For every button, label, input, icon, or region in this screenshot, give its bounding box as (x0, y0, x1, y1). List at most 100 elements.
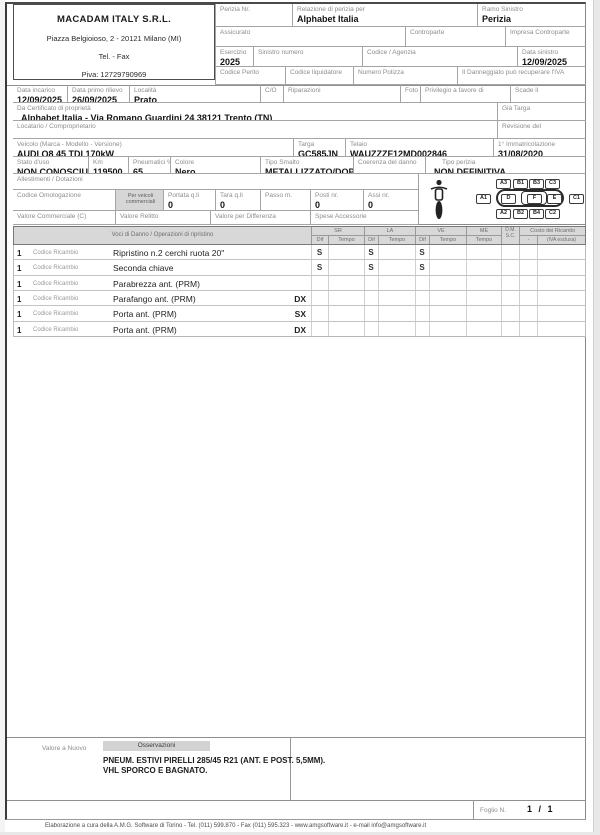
col-group-la: LA (364, 227, 415, 236)
field-targa: Targa GC585JN (293, 139, 345, 157)
scan-right-edge (593, 0, 600, 835)
table-row: 1 Codice Ricambio Parabrezza ant. (PRM) (14, 276, 585, 291)
field-km: Km 119500 (88, 157, 128, 174)
field-riparazioni: Riparazioni (283, 85, 400, 103)
scan-bottom-edge (0, 832, 600, 835)
bottom-section-top-line (7, 737, 586, 738)
field-label: Data sinistro (522, 49, 559, 56)
damage-zone-c1: C1 (569, 194, 584, 204)
field-value: GC585JN (298, 149, 339, 157)
field-label: Revisione del (502, 123, 542, 130)
field-numero-polizza: Numero Polizza (353, 67, 457, 85)
field-privilegio: Privilegio a favore di (420, 85, 510, 103)
table-row: 1 Codice Ricambio Porta ant. (PRM) SX (14, 306, 585, 322)
field-valore-relitto: Valore Relitto (115, 211, 210, 225)
subcol-costo-dash: - (519, 236, 537, 244)
subcol-me-tempo: Tempo (466, 236, 501, 244)
row-ve-mark: S (419, 248, 425, 257)
foglio-row-top-line (7, 800, 586, 801)
field-value: 0 (368, 200, 374, 211)
row-description: Porta ant. (PRM) (113, 309, 177, 320)
field-label: Foto (405, 87, 419, 94)
osservazioni-line: PNEUM. ESTIVI PIRELLI 285/45 R21 (ANT. E… (103, 756, 326, 765)
field-label: Portata q.li (168, 192, 200, 199)
field-label: Spese Accessorie (315, 213, 367, 220)
field-tipo-smalto: Tipo Smalto METALLIZZATO/DOPPIO (260, 157, 353, 174)
items-table-title: Voci di Danno / Operazioni di ripristino (111, 232, 214, 238)
field-value: 0 (220, 200, 226, 211)
zone-label: B2 (516, 210, 525, 217)
subcol-ve-dif: Dif (415, 236, 429, 244)
zone-label: F (532, 195, 537, 202)
col-group-sr: SR (311, 227, 364, 236)
field-value: 12/09/2025 (522, 57, 568, 67)
row-side: DX (294, 293, 306, 304)
field-localita: Località Prato (129, 85, 260, 103)
subcol-la-tempo: Tempo (378, 236, 415, 244)
field-label: Posti nr. (315, 192, 339, 199)
field-label: Assicurato (220, 29, 251, 36)
row-code-label: Codice Ricambio (33, 265, 79, 272)
field-esercizio: Esercizio 2025 (215, 47, 253, 67)
field-label: Stato d'uso (17, 159, 50, 166)
field-value: 31/08/2020 (498, 149, 544, 157)
field-label: Allestimenti / Dotazioni (17, 176, 83, 183)
field-label: Tipo perizia (442, 159, 476, 166)
zone-label: A2 (499, 210, 508, 217)
field-colore: Colore Nero (170, 157, 260, 174)
field-label: Sinistro numero (258, 49, 304, 56)
col-dm-sc: D.M. S.C. (501, 227, 519, 244)
field-codice-liquidatore: Codice liquidatore (285, 67, 353, 85)
field-spese-accessorie: Spese Accessorie (310, 211, 418, 225)
zone-label: B3 (532, 180, 541, 187)
field-label: Valore Commerciale (C) (17, 213, 87, 220)
field-telaio: Telaio WAUZZZF12MD002846 (345, 139, 493, 157)
row-qty: 1 (17, 249, 22, 258)
field-value: Prato (134, 95, 158, 103)
field-label: Assi nr. (368, 192, 390, 199)
field-value: NON DEFINITIVA (434, 167, 506, 174)
field-label: Già Targa (502, 105, 531, 112)
field-pneumatici: Pneumatici % 65 (128, 157, 170, 174)
field-assi: Assi nr. 0 (363, 190, 418, 211)
field-value: 65 (133, 167, 144, 174)
field-revisione-del: Revisione del (497, 121, 586, 139)
field-value: 2025 (220, 57, 241, 67)
field-label: Veicolo (Marca - Modello - Versione) (17, 141, 122, 148)
field-passo: Passo m. (260, 190, 310, 211)
foglio-value: 1 / 1 (527, 804, 555, 814)
field-label: Valore per Differenza (215, 213, 276, 220)
field-label: Data incarico (17, 87, 55, 94)
osservazioni-line: VHL SPORCO E BAGNATO. (103, 766, 208, 775)
field-portata: Portata q.li 0 (163, 190, 215, 211)
field-foto: Foto (400, 85, 420, 103)
osservazioni-header: Osservazioni (103, 741, 210, 751)
field-label: Pneumatici % (133, 159, 170, 166)
field-codice-omologazione: Codice Omologazione (13, 190, 115, 211)
field-value: Nero (175, 167, 196, 174)
table-row: 1 Codice Ricambio Seconda chiave S S S (14, 260, 585, 276)
foglio-label: Foglio N. (480, 807, 507, 814)
zone-label: D (506, 195, 511, 202)
row-la-mark: S (368, 248, 374, 257)
field-posti: Posti nr. 0 (310, 190, 363, 211)
zone-label: A1 (479, 195, 488, 202)
row-side: DX (294, 324, 306, 335)
company-piva: Piva: 12729790969 (81, 70, 147, 79)
row-qty: 1 (17, 310, 22, 320)
row-description: Ripristino n.2 cerchi ruota 20" (113, 248, 225, 258)
field-label: Codice / Agenzia (367, 49, 416, 56)
field-label: Ramo Sinistro (482, 6, 523, 13)
field-value: 119500 (93, 167, 123, 174)
car-top-outline (496, 189, 564, 207)
field-controparte: Controparte (405, 27, 505, 47)
field-label: Il Danneggiato può recuperare l'IVA (462, 69, 565, 76)
field-veicolo-marca: Veicolo (Marca - Modello - Versione) AUD… (13, 139, 293, 157)
field-label: Privilegio a favore di (425, 87, 484, 94)
company-name: MACADAM ITALY S.R.L. (56, 14, 172, 25)
field-tipo-perizia: Tipo perizia NON DEFINITIVA (425, 157, 586, 174)
field-per-veicoli-commerciali: Per veicoli commerciali (115, 190, 163, 211)
field-label: Numero Polizza (358, 69, 404, 76)
damage-zone-a3: A3 (496, 179, 511, 189)
